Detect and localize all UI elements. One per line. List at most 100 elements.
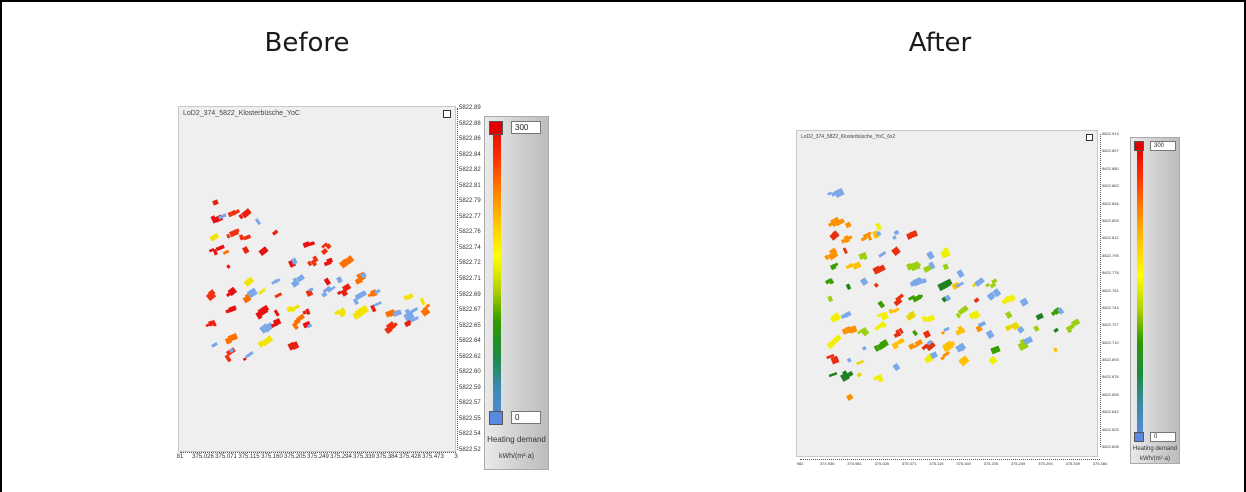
after-y-tick-label: 5822.914 — [1102, 131, 1119, 136]
before-building — [321, 285, 336, 298]
after-building — [845, 283, 852, 291]
after-map-view[interactable]: LoD2_374_5822_Klosterbüsche_YoC_6x2 — [796, 130, 1098, 457]
before-y-tick-label: 5822.86 — [459, 136, 481, 143]
before-building — [286, 304, 301, 313]
before-building — [238, 234, 252, 241]
before-max-value[interactable]: 300 — [511, 121, 541, 134]
before-building — [270, 318, 282, 328]
after-building — [858, 251, 868, 261]
after-building — [1017, 336, 1034, 351]
after-y-tick-label: 5822.795 — [1102, 252, 1119, 258]
after-building — [827, 295, 834, 303]
after-y-tick-label: 5822.778 — [1102, 270, 1119, 276]
after-building — [942, 340, 956, 352]
before-x-tick-label: 375.249 — [307, 454, 329, 460]
before-building — [404, 316, 419, 328]
after-building — [973, 297, 980, 304]
after-y-tick-label: 5822.710 — [1102, 339, 1119, 345]
before-building — [242, 351, 254, 361]
before-building — [258, 287, 266, 295]
before-min-handle[interactable] — [489, 411, 503, 425]
before-building — [212, 199, 219, 206]
after-building — [840, 370, 854, 382]
before-map-title: LoD2_374_5822_Klosterbüsche_YoC — [183, 110, 300, 117]
before-building — [291, 313, 306, 330]
before-building — [338, 255, 355, 269]
before-building — [210, 213, 227, 224]
before-building — [323, 277, 332, 286]
after-x-tick-label: 375.339 — [1065, 461, 1080, 466]
after-x-tick-label: 982 — [796, 461, 804, 466]
after-building — [990, 345, 1001, 355]
before-min-value[interactable]: 0 — [511, 411, 541, 424]
before-building — [307, 255, 319, 267]
after-building — [1033, 325, 1040, 332]
after-y-tick-label: 5822.812 — [1102, 235, 1119, 241]
before-x-tick-label: 375.026 — [192, 454, 214, 460]
after-building — [1019, 297, 1029, 307]
before-map-view[interactable]: LoD2_374_5822_Klosterbüsche_YoC — [178, 106, 456, 452]
before-building — [403, 293, 414, 301]
before-maximize-icon[interactable] — [443, 110, 451, 118]
after-building — [924, 351, 938, 364]
after-building — [926, 250, 935, 260]
before-building — [419, 297, 426, 306]
after-building — [1004, 310, 1013, 319]
after-building — [841, 325, 858, 335]
after-min-handle[interactable] — [1134, 432, 1144, 442]
before-y-tick-label: 5822.89 — [459, 105, 481, 111]
before-max-handle[interactable] — [489, 121, 503, 135]
before-legend-label: Heating demand — [487, 435, 546, 444]
after-building — [893, 293, 904, 307]
after-map-title: LoD2_374_5822_Klosterbüsche_YoC_6x2 — [801, 134, 896, 140]
after-building — [893, 327, 904, 338]
after-building — [824, 278, 835, 285]
after-building — [872, 230, 882, 239]
after-building — [826, 353, 840, 365]
after-building — [875, 222, 882, 231]
after-building — [907, 294, 924, 303]
after-building — [861, 346, 867, 351]
before-x-tick-label: 3 — [454, 454, 458, 460]
before-building — [385, 309, 403, 318]
before-building — [323, 257, 334, 267]
after-x-tick-label: 375.160 — [956, 461, 971, 466]
after-max-value[interactable]: 300 — [1150, 141, 1176, 151]
after-building — [985, 329, 995, 340]
after-building — [912, 329, 919, 337]
after-building — [828, 216, 845, 227]
after-x-tick-label: 375.205 — [983, 461, 999, 466]
after-building — [860, 231, 873, 242]
after-building — [829, 262, 839, 271]
after-building — [857, 327, 870, 337]
before-legend-unit: kWh/(m²·a) — [499, 453, 534, 460]
after-y-axis-line — [1100, 134, 1101, 447]
after-building — [955, 325, 966, 336]
after-building — [909, 277, 924, 287]
before-building — [238, 208, 252, 220]
after-max-handle[interactable] — [1134, 141, 1144, 151]
after-x-tick-label: 374.981 — [847, 461, 862, 466]
after-min-value[interactable]: 0 — [1150, 432, 1176, 442]
after-building — [906, 230, 918, 240]
after-y-tick-label: 5822.897 — [1102, 148, 1119, 154]
after-building — [873, 282, 879, 288]
after-building — [942, 263, 949, 271]
before-building — [258, 246, 269, 257]
before-building — [224, 333, 238, 345]
after-maximize-icon[interactable] — [1086, 134, 1093, 141]
before-building — [227, 209, 241, 218]
after-building — [1050, 307, 1065, 317]
before-building — [242, 246, 250, 254]
before-x-tick-label: 375.384 — [376, 454, 398, 460]
before-building — [242, 287, 258, 304]
before-x-tick-label: 375.071 — [215, 454, 237, 460]
after-building — [958, 355, 970, 367]
after-building — [1001, 294, 1017, 305]
before-color-scale — [493, 125, 501, 421]
after-y-tick-label: 5822.659 — [1102, 391, 1119, 397]
before-building — [205, 319, 217, 328]
before-y-tick-label: 5822.72 — [459, 260, 481, 267]
